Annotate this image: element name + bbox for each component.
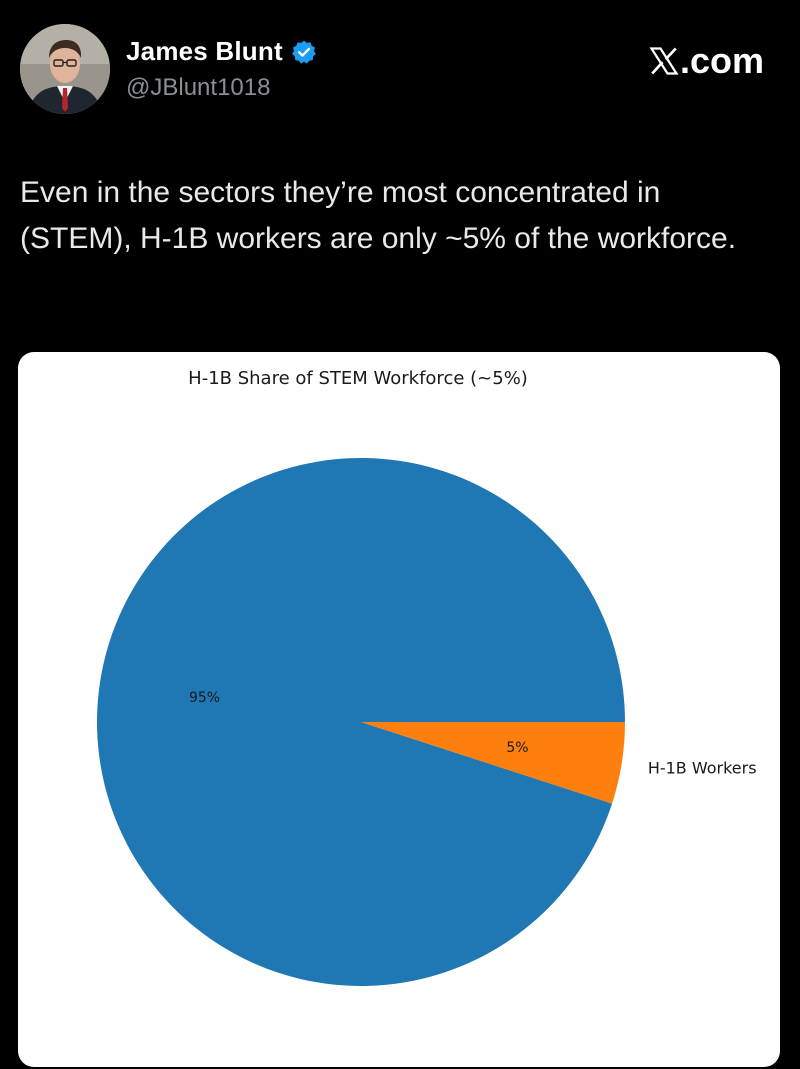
pie-slice-labels: 95% 5% H-1B Workers [189, 690, 757, 777]
pie-slice-other [97, 457, 625, 986]
author-avatar[interactable] [20, 24, 110, 114]
pie-category-label: H-1B Workers [648, 758, 757, 777]
pie-slice-h-1b-workers [361, 722, 625, 804]
pie-slices [97, 457, 625, 986]
pie-chart: H-1B Share of STEM Workforce (~5%) 95% 5%… [97, 368, 757, 986]
verified-badge-icon [292, 40, 316, 64]
avatar-portrait-image [20, 24, 110, 114]
tweet-text: Even in the sectors they’re most concent… [20, 176, 737, 255]
pie-percent-label: 5% [506, 740, 528, 756]
x-brand-watermark: .com [649, 40, 764, 82]
author-handle[interactable]: @JBlunt1018 [126, 74, 271, 101]
chart-title: H-1B Share of STEM Workforce (~5%) [188, 368, 528, 389]
author-name-row: James Blunt [126, 36, 317, 67]
author-name[interactable]: James Blunt [126, 36, 283, 66]
pie-chart-card: H-1B Share of STEM Workforce (~5%) 95% 5%… [18, 352, 780, 1067]
brand-domain-label: .com [679, 40, 764, 81]
pie-percent-label: 95% [189, 690, 220, 706]
x-logo-icon [649, 47, 679, 75]
